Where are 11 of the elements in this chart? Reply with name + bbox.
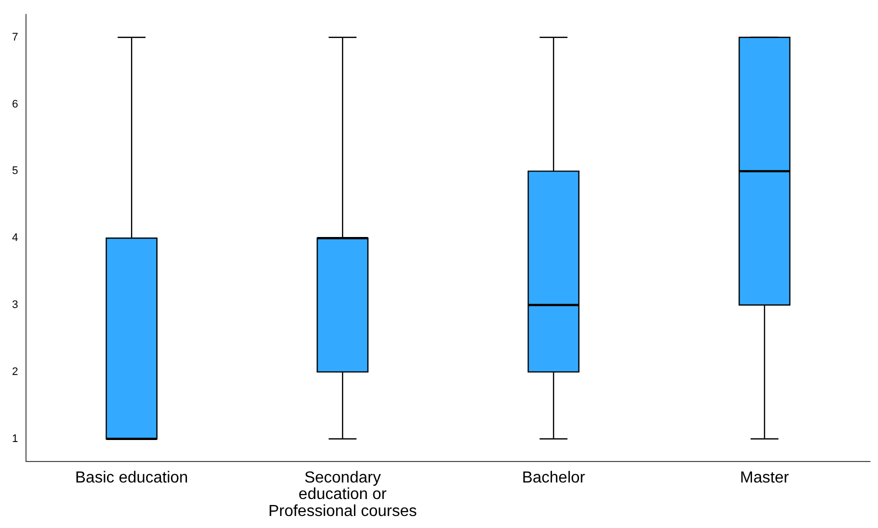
y-tick-label: 2	[12, 366, 18, 378]
y-tick-label: 6	[12, 98, 18, 110]
x-tick-label: Secondary education or Professional courses	[268, 469, 417, 520]
y-tick-label: 7	[12, 31, 18, 44]
y-tick-label: 3	[12, 299, 18, 312]
y-tick-label: 1	[12, 432, 18, 445]
x-tick-label: Bachelor	[522, 469, 586, 486]
x-tick-label: Basic education	[75, 469, 188, 486]
y-tick-label: 4	[12, 232, 18, 244]
x-tick-label: Master	[740, 469, 790, 486]
y-tick-label: 5	[12, 165, 18, 178]
